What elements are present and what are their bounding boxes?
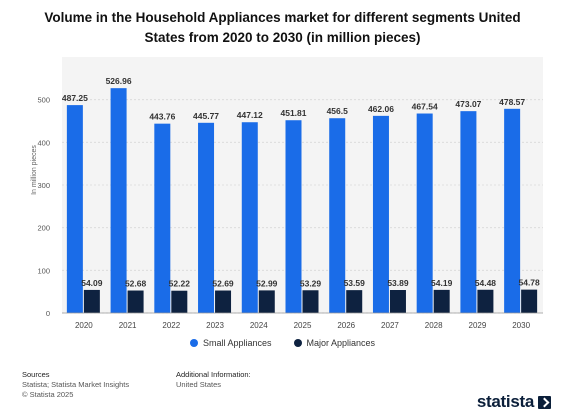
sources-link[interactable]: Statista; Statista Market Insights — [22, 380, 130, 389]
data-label-major: 54.48 — [475, 278, 497, 288]
bar-chart: 0 100 200 300 400 500 In million pieces 487.25 5… — [31, 57, 543, 330]
data-label-small: 487.25 — [62, 93, 88, 103]
legend: Small Appliances Major Appliances — [0, 338, 565, 348]
bar-small-appliances — [154, 123, 171, 313]
data-label-small: 478.57 — [499, 97, 525, 107]
additional-info-value: United States — [176, 380, 222, 389]
bar-major-appliances — [83, 289, 100, 313]
data-label-small: 526.96 — [106, 76, 132, 86]
legend-label-small: Small Appliances — [202, 338, 272, 348]
bar-small-appliances — [504, 108, 521, 313]
data-label-small: 456.5 — [327, 106, 349, 116]
legend-item-major[interactable]: Major Appliances — [293, 338, 376, 348]
y-tick-label: 400 — [37, 138, 50, 147]
data-label-small: 443.76 — [149, 112, 175, 122]
x-tick-label: 2026 — [337, 321, 355, 330]
x-tick-label: 2022 — [162, 321, 180, 330]
bar-small-appliances — [66, 105, 83, 314]
x-tick-label: 2024 — [250, 321, 268, 330]
legend-label-major: Major Appliances — [306, 338, 376, 348]
y-tick-label: 500 — [37, 96, 50, 105]
data-label-small: 473.07 — [455, 99, 481, 109]
y-tick-label: 0 — [46, 309, 50, 318]
additional-info-block: Additional Information: United States — [176, 370, 251, 390]
bar-major-appliances — [433, 289, 450, 313]
y-axis-label: In million pieces — [31, 145, 38, 195]
x-tick-label: 2020 — [75, 321, 93, 330]
data-label-small: 451.81 — [281, 108, 307, 118]
x-tick-label: 2028 — [425, 321, 443, 330]
logo-text: statista — [476, 392, 534, 411]
bar-small-appliances — [416, 113, 433, 313]
data-label-major: 52.68 — [125, 279, 147, 289]
x-tick-label: 2025 — [294, 321, 312, 330]
data-label-major: 52.99 — [256, 278, 278, 288]
bar-major-appliances — [215, 290, 232, 313]
bar-major-appliances — [302, 290, 319, 313]
bar-major-appliances — [127, 290, 144, 313]
x-tick-label: 2021 — [119, 321, 137, 330]
statista-logo-icon — [538, 395, 551, 409]
data-label-small: 447.12 — [237, 110, 263, 120]
bar-major-appliances — [258, 290, 275, 313]
bar-small-appliances — [329, 118, 346, 313]
bar-major-appliances — [389, 290, 406, 313]
y-tick-label: 200 — [37, 224, 50, 233]
bar-small-appliances — [241, 122, 258, 314]
data-label-major: 53.59 — [344, 278, 366, 288]
legend-dot-small — [189, 339, 198, 347]
data-label-small: 467.54 — [412, 102, 438, 112]
data-label-major: 54.19 — [431, 278, 453, 288]
bar-small-appliances — [460, 111, 477, 313]
chart-title: Volume in the Household Appliances marke… — [44, 10, 521, 45]
x-tick-label: 2023 — [206, 321, 224, 330]
sources-heading: Sources — [22, 370, 50, 379]
y-tick-label: 300 — [37, 181, 50, 190]
x-tick-label: 2030 — [512, 321, 530, 330]
bar-major-appliances — [346, 290, 363, 313]
x-tick-label: 2027 — [381, 321, 399, 330]
legend-dot-major — [293, 339, 302, 347]
bar-major-appliances — [477, 289, 494, 313]
y-tick-label: 100 — [37, 266, 50, 275]
bar-small-appliances — [372, 115, 389, 313]
copyright: © Statista 2025 — [22, 390, 74, 399]
bar-major-appliances — [171, 290, 188, 313]
data-label-major: 54.09 — [81, 278, 103, 288]
data-label-major: 52.22 — [169, 279, 191, 289]
data-label-major: 52.69 — [212, 279, 234, 289]
bar-major-appliances — [521, 289, 538, 313]
data-label-major: 53.89 — [387, 278, 409, 288]
legend-item-small[interactable]: Small Appliances — [189, 338, 272, 348]
x-tick-label: 2029 — [469, 321, 487, 330]
data-label-small: 445.77 — [193, 111, 219, 121]
bar-small-appliances — [110, 88, 127, 314]
bar-small-appliances — [285, 120, 302, 314]
bar-small-appliances — [198, 122, 215, 313]
additional-info-heading: Additional Information: — [176, 370, 251, 379]
sources-block: Sources Statista; Statista Market Insigh… — [22, 370, 129, 400]
statista-logo[interactable]: statista — [477, 392, 551, 412]
data-label-major: 53.29 — [300, 278, 322, 288]
data-label-major: 54.78 — [518, 278, 540, 288]
data-label-small: 462.06 — [368, 104, 394, 114]
